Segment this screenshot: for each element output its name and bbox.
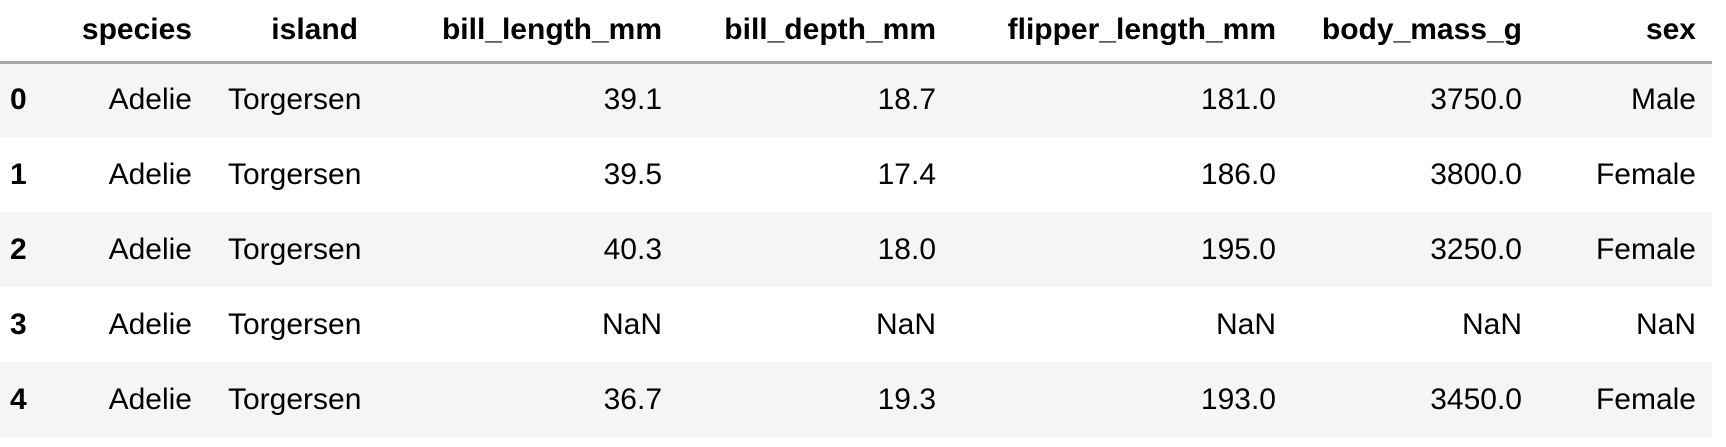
cell-body-mass: 3250.0 — [1430, 232, 1522, 266]
row-index: 4 — [10, 382, 27, 416]
header-bill-depth: bill_depth_mm — [678, 0, 952, 64]
row-index: 3 — [10, 307, 27, 341]
table-row: 3 Adelie Torgersen NaN NaN NaN NaN NaN — [0, 287, 1712, 362]
cell-flipper-length: 193.0 — [1200, 382, 1276, 416]
header-sex: sex — [1538, 0, 1712, 64]
row-index: 1 — [10, 157, 27, 191]
header-row: species island bill_length_mm bill_depth… — [0, 0, 1712, 64]
cell-bill-length: 39.1 — [603, 83, 662, 117]
cell-species: Adelie — [108, 382, 192, 416]
row-index: 0 — [10, 83, 27, 117]
cell-bill-depth: 18.0 — [877, 232, 936, 266]
table-row: 4 Adelie Torgersen 36.7 19.3 193.0 3450.… — [0, 362, 1712, 437]
cell-bill-depth: 19.3 — [877, 382, 936, 416]
cell-species: Adelie — [108, 83, 192, 117]
cell-sex: Female — [1595, 382, 1696, 416]
cell-bill-depth: 18.7 — [877, 83, 936, 117]
header-flipper-length: flipper_length_mm — [952, 0, 1292, 64]
header-species: species — [58, 0, 208, 64]
cell-island: Torgersen — [228, 382, 362, 416]
cell-sex: Female — [1595, 157, 1696, 191]
cell-sex: Female — [1595, 232, 1696, 266]
cell-flipper-length: 181.0 — [1200, 83, 1276, 117]
cell-bill-length: NaN — [601, 307, 662, 341]
cell-sex: NaN — [1635, 307, 1696, 341]
cell-species: Adelie — [108, 307, 192, 341]
dataframe-table: species island bill_length_mm bill_depth… — [0, 0, 1712, 437]
cell-bill-depth: NaN — [875, 307, 936, 341]
header-index — [0, 0, 58, 64]
cell-bill-length: 40.3 — [603, 232, 662, 266]
cell-bill-depth: 17.4 — [877, 157, 936, 191]
cell-island: Torgersen — [228, 157, 362, 191]
cell-body-mass: 3750.0 — [1430, 83, 1522, 117]
cell-body-mass: 3800.0 — [1430, 157, 1522, 191]
table-row: 1 Adelie Torgersen 39.5 17.4 186.0 3800.… — [0, 137, 1712, 212]
cell-flipper-length: 195.0 — [1200, 232, 1276, 266]
table-row: 0 Adelie Torgersen 39.1 18.7 181.0 3750.… — [0, 62, 1712, 137]
cell-island: Torgersen — [228, 307, 362, 341]
table-body: 0 Adelie Torgersen 39.1 18.7 181.0 3750.… — [0, 62, 1712, 437]
cell-species: Adelie — [108, 232, 192, 266]
header-body-mass: body_mass_g — [1292, 0, 1538, 64]
table-header: species island bill_length_mm bill_depth… — [0, 0, 1712, 64]
header-bill-length: bill_length_mm — [374, 0, 678, 64]
cell-flipper-length: NaN — [1215, 307, 1276, 341]
cell-flipper-length: 186.0 — [1200, 157, 1276, 191]
row-index: 2 — [10, 232, 27, 266]
table-row: 2 Adelie Torgersen 40.3 18.0 195.0 3250.… — [0, 212, 1712, 287]
header-island: island — [208, 0, 374, 64]
cell-island: Torgersen — [228, 83, 362, 117]
cell-island: Torgersen — [228, 232, 362, 266]
cell-bill-length: 39.5 — [603, 157, 662, 191]
cell-body-mass: NaN — [1461, 307, 1522, 341]
cell-bill-length: 36.7 — [603, 382, 662, 416]
cell-sex: Male — [1630, 83, 1696, 117]
cell-body-mass: 3450.0 — [1430, 382, 1522, 416]
cell-species: Adelie — [108, 157, 192, 191]
